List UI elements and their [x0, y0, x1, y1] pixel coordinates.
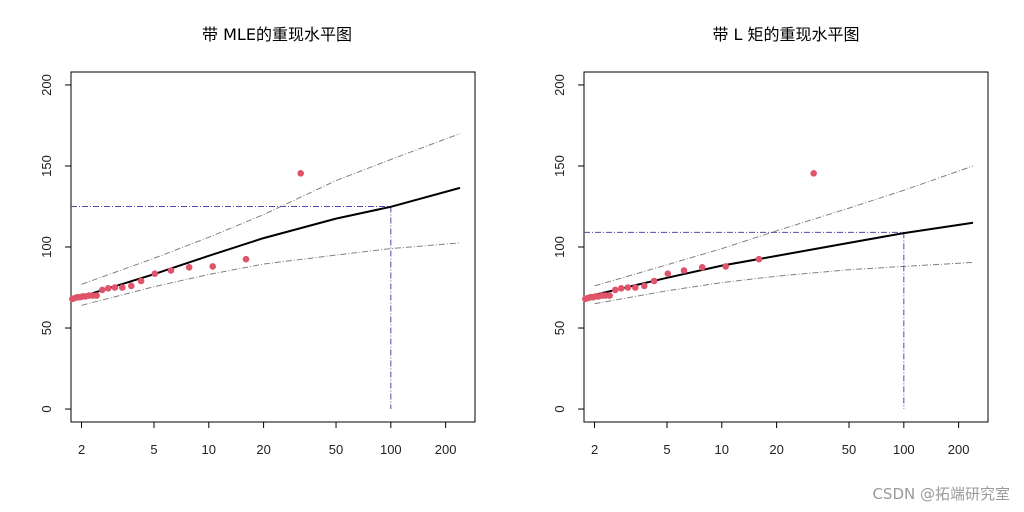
x-tick-label: 50 — [842, 442, 856, 457]
data-point — [167, 267, 175, 274]
y-tick-label: 0 — [39, 405, 54, 412]
data-point — [810, 170, 817, 177]
ci-upper-line — [81, 133, 461, 285]
x-tick-label: 200 — [435, 442, 457, 457]
y-tick-label: 150 — [39, 155, 54, 177]
x-tick-label: 200 — [948, 442, 970, 457]
data-point — [755, 255, 763, 263]
data-point — [641, 282, 648, 290]
y-tick-label: 200 — [552, 74, 567, 96]
data-point — [297, 170, 305, 177]
x-tick-label: 5 — [663, 442, 670, 457]
x-tick-label: 100 — [893, 442, 915, 457]
x-tick-label: 2 — [591, 442, 598, 457]
chart-title: 带 MLE的重现水平图 — [202, 25, 352, 44]
x-tick-label: 100 — [380, 442, 402, 457]
chart-title: 带 L 矩的重现水平图 — [712, 25, 859, 44]
y-tick-label: 150 — [552, 155, 567, 177]
data-point — [104, 285, 112, 292]
data-point — [624, 284, 632, 291]
data-point — [128, 282, 135, 290]
ci-lower-line — [81, 242, 461, 306]
y-tick-label: 50 — [552, 321, 567, 335]
x-tick-label: 50 — [329, 442, 343, 457]
plot-frame — [583, 71, 989, 423]
data-point — [185, 264, 193, 271]
data-point — [99, 286, 106, 294]
x-tick-label: 20 — [769, 442, 783, 457]
y-tick-label: 200 — [39, 74, 54, 96]
data-point — [606, 292, 613, 299]
data-point — [242, 255, 250, 263]
data-point — [617, 285, 625, 292]
data-point — [664, 270, 672, 278]
chart-panel-lmoments: 带 L 矩的重现水平图 0 50 100 150 200 2 5 10 20 50 100 200 — [552, 25, 989, 457]
data-point — [93, 292, 100, 299]
x-tick-label: 5 — [150, 442, 157, 457]
data-point — [680, 267, 688, 274]
data-point — [650, 277, 658, 285]
data-point — [111, 284, 119, 291]
data-point — [632, 284, 639, 291]
watermark-text: CSDN @拓端研究室 — [872, 485, 1010, 503]
x-tick-label: 20 — [256, 442, 270, 457]
y-tick-label: 50 — [39, 321, 54, 335]
y-tick-label: 100 — [552, 236, 567, 258]
fit-line — [594, 221, 974, 296]
x-tick-label: 10 — [715, 442, 729, 457]
data-point — [722, 263, 729, 270]
y-tick-label: 0 — [552, 405, 567, 412]
x-tick-label: 2 — [78, 442, 85, 457]
data-point — [698, 264, 706, 271]
x-tick-label: 10 — [202, 442, 216, 457]
ci-upper-line — [594, 165, 974, 287]
data-point — [209, 263, 216, 270]
data-point — [151, 270, 159, 278]
y-tick-label: 100 — [39, 236, 54, 258]
data-point — [612, 286, 619, 294]
ci-lower-line — [594, 261, 974, 305]
data-point — [119, 284, 126, 291]
data-point — [137, 277, 145, 285]
chart-panel-mle: 带 MLE的重现水平图 0 50 100 150 200 2 5 10 20 50 100 200 — [39, 25, 476, 457]
